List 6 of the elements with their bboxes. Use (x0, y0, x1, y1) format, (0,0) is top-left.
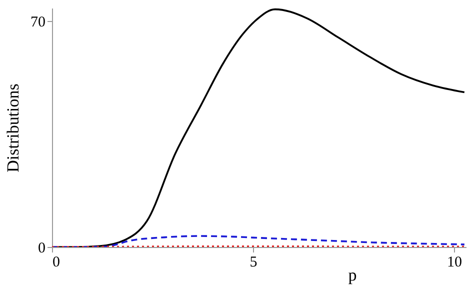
x-axis-title: p (348, 266, 357, 284)
x-tick-label: 10 (446, 254, 462, 270)
y-axis-title: Distributions (4, 84, 22, 172)
y-tick-label: 70 (30, 14, 46, 30)
x-tick-label: 0 (52, 254, 60, 270)
x-tick-label: 5 (250, 254, 258, 270)
